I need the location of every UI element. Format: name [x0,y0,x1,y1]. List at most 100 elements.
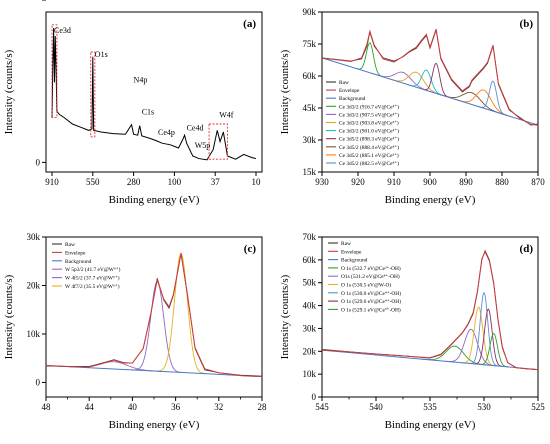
legend-entry: Background [339,96,366,102]
y-tick-label: 200k [22,0,41,2]
x-tick-label: 540 [369,402,383,412]
y-tick-label: 30k [303,135,317,145]
y-tick-label: 20k [27,280,41,290]
component-peak [407,69,446,97]
x-tick-label: 37 [211,177,221,187]
y-tick-label: 15k [303,167,317,177]
x-tick-label: 36 [171,402,181,412]
legend-entry: Envelope [341,249,362,255]
legend-entry: Ce 3d3/2 (907.5 eV@Ce⁴⁺) [339,111,399,118]
legend-entry: Envelope [65,250,86,256]
legend-entry: Raw [341,241,351,247]
highlight-box [51,24,58,119]
x-tick-label: 32 [214,402,223,412]
panel-tag: (b) [520,18,534,30]
peak-label: C1s [142,107,154,116]
peak-label: Ce4p [158,128,175,137]
legend-entry: Ce 3d3/2 (901.0 eV@Ce⁴⁺) [339,128,399,135]
x-tick-label: 40 [128,402,138,412]
legend-entry: W 5p3/2 (41.7 eV@W⁶⁺) [65,266,121,273]
y-axis-title: Intensity (counts/s) [279,274,291,359]
x-tick-label: 280 [127,177,141,187]
x-tick-label: 48 [42,402,52,412]
legend-entry: Envelope [339,88,360,94]
highlight-box [208,123,228,160]
y-tick-label: 50k [303,278,317,288]
y-tick-label: 10k [303,369,317,379]
panel-c: 48 44 40 36 32 28 0 10k 20k 30k Binding energy (eV… [3,232,267,431]
x-axis-title: Binding energy (eV) [109,419,200,431]
legend-entry: Ce 3d3/2 (903.8 eV@Ce³⁺) [339,120,399,127]
x-tick-label: 920 [351,177,365,187]
x-tick-label: 930 [315,177,329,187]
peak-label: Ce3d [54,26,71,35]
legend-entry: Ce 3d5/2 (888.4 eV@Ce⁴⁺) [339,144,399,151]
x-tick-label: 44 [85,402,95,412]
x-tick-label: 880 [495,177,509,187]
y-tick-label: 100k [22,0,41,2]
peak-label: W5p [195,141,211,150]
y-tick-label: 45k [303,103,317,113]
x-tick-label: 910 [387,177,401,187]
background-line [321,349,539,371]
panel-tag: (d) [520,243,534,255]
background-line [321,57,539,126]
peak-label: O1s [95,50,108,59]
y-tick-label: 0 [36,157,41,167]
x-tick-label: 890 [459,177,473,187]
component-peak [468,291,500,367]
component-peak [355,42,385,78]
panel-tag: (c) [244,243,257,255]
x-tick-label: 100 [168,177,182,187]
y-tick-label: 20k [303,346,317,356]
x-tick-label: 910 [45,177,59,187]
x-tick-label: 28 [258,402,268,412]
x-axis-title: Binding energy (eV) [109,194,200,206]
plot-frame [45,11,263,173]
legend-entry: O 1s (530.0 eV@Ce⁴⁺-OH) [341,290,401,297]
peak-label: Ce4d [187,123,204,132]
survey-line [51,27,257,161]
legend-entry: O 1s (532.7 eV@Ce³⁺-OH) [341,265,401,272]
envelope-line [45,252,263,378]
panel-tag: (a) [243,18,256,30]
y-tick-label: 30k [27,232,41,242]
y-axis-title: Intensity (counts/s) [3,274,15,359]
y-tick-label: 0 [312,392,317,402]
background-line [45,364,263,378]
y-tick-label: 40k [303,301,317,311]
x-tick-label: 870 [531,177,545,187]
peak-label: N4p [134,75,148,84]
component-peak [478,80,508,116]
y-tick-label: 60k [303,71,317,81]
legend-entry: Raw [339,80,349,86]
legend-entry: Ce 3d3/2 (916.7 eV@Ce⁴⁺) [339,103,399,110]
y-axis-title: Intensity (counts/s) [3,49,15,134]
x-tick-label: 550 [86,177,100,187]
legend-entry: O 1s (529.6 eV@Ce⁴⁺-OH) [341,298,401,305]
y-tick-label: 70k [303,232,317,242]
legend-entry: Raw [65,242,75,248]
y-tick-label: 400k [22,0,41,2]
y-tick-label: 0 [36,377,41,387]
legend-entry: Ce 3d5/2 (898.3 eV@Ce⁴⁺) [339,136,399,143]
component-peak [473,308,504,367]
legend-entry: W 4f5/2 (37.7 eV@W⁶⁺) [65,275,120,282]
y-axis-title: Intensity (counts/s) [279,49,291,134]
highlight-box [90,51,96,138]
panel-b: 930 920 910 900 890 880 870 15k 30k 45k 60k 75k 90k B… [279,7,545,206]
x-tick-label: 900 [423,177,437,187]
component-peak [478,333,509,368]
legend-entry: O 1s (529.1 eV@Ce³⁺-OH) [341,306,401,313]
x-tick-label: 10 [252,177,262,187]
legend-entry: O1s (531.2 eV@Ce⁴⁺-OH) [341,273,400,280]
legend-entry: Ce 3d5/2 (882.5 eV@Ce⁴⁺) [339,160,399,167]
y-tick-label: 30k [303,323,317,333]
x-tick-label: 530 [477,402,491,412]
x-axis-title: Binding energy (eV) [385,419,476,431]
component-peak [445,328,498,367]
legend-entry: Background [65,259,92,265]
y-tick-label: 60k [303,255,317,265]
peak-label: W4f [219,111,234,120]
